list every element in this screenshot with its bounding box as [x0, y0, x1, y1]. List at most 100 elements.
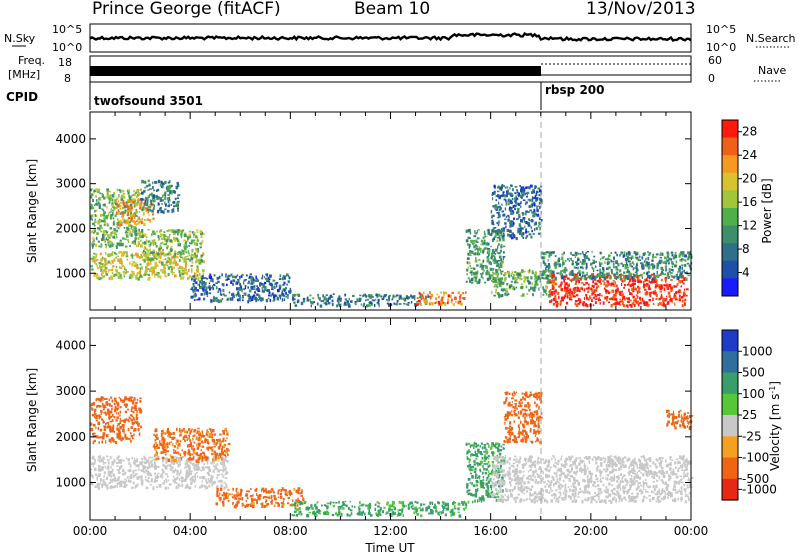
- range-cell: [136, 189, 140, 192]
- range-cell: [126, 219, 129, 222]
- range-cell: [598, 297, 600, 299]
- range-cell: [525, 231, 528, 234]
- range-cell: [191, 254, 194, 257]
- range-cell: [117, 227, 120, 230]
- range-cell: [577, 272, 580, 274]
- range-cell: [174, 192, 176, 194]
- range-cell: [630, 304, 633, 308]
- range-cell: [532, 289, 536, 292]
- range-cell: [219, 492, 221, 496]
- range-cell: [542, 252, 546, 256]
- range-cell: [496, 221, 498, 225]
- range-cell: [287, 293, 289, 297]
- range-cell: [129, 203, 133, 207]
- range-cell: [686, 262, 690, 265]
- range-cell: [594, 298, 598, 301]
- range-cell: [172, 470, 176, 474]
- range-cell: [668, 275, 671, 279]
- range-cell: [577, 266, 580, 270]
- range-cell: [682, 282, 685, 285]
- range-cell: [104, 239, 106, 243]
- range-cell: [186, 255, 189, 258]
- range-cell: [219, 443, 222, 447]
- range-cell: [117, 401, 119, 404]
- range-cell: [509, 207, 512, 210]
- range-cell: [511, 220, 514, 223]
- range-cell: [181, 266, 184, 270]
- range-cell: [157, 458, 160, 460]
- range-cell: [507, 198, 511, 201]
- range-cell: [531, 282, 533, 286]
- range-cell: [224, 473, 227, 476]
- range-cell: [151, 233, 153, 236]
- range-cell: [208, 275, 211, 279]
- range-cell: [643, 283, 645, 287]
- range-cell: [93, 224, 96, 227]
- range-cell: [160, 261, 164, 265]
- range-cell: [488, 249, 491, 253]
- range-cell: [666, 274, 669, 277]
- range-cell: [93, 252, 96, 255]
- range-cell: [530, 204, 532, 208]
- range-cell: [217, 480, 220, 483]
- range-cell: [134, 212, 137, 216]
- range-cell: [470, 273, 473, 276]
- range-cell: [337, 302, 340, 306]
- range-cell: [106, 408, 110, 412]
- range-cell: [100, 262, 102, 266]
- range-cell: [591, 277, 594, 280]
- range-cell: [173, 445, 176, 448]
- range-cell: [338, 297, 341, 301]
- range-cell: [599, 279, 602, 281]
- range-cell: [202, 476, 204, 480]
- range-cell: [504, 194, 507, 198]
- range-cell: [157, 202, 160, 206]
- range-cell: [111, 260, 114, 264]
- range-cell: [210, 461, 213, 465]
- range-cell: [667, 291, 671, 295]
- range-cell: [467, 277, 470, 280]
- range-cell: [179, 273, 182, 277]
- range-cell: [140, 221, 143, 225]
- range-cell: [375, 298, 377, 301]
- range-cell: [489, 233, 492, 236]
- range-cell: [195, 463, 197, 467]
- range-cell: [542, 293, 545, 296]
- range-cell: [369, 296, 372, 299]
- range-cell: [482, 277, 484, 280]
- range-cell: [438, 295, 440, 299]
- range-cell: [110, 479, 114, 483]
- range-cell: [584, 277, 588, 281]
- range-cell: [688, 256, 691, 259]
- range-cell: [565, 282, 568, 285]
- range-cell: [467, 236, 470, 240]
- range-cell: [133, 198, 136, 201]
- range-cell: [521, 219, 523, 223]
- cpid-label: CPID: [6, 90, 38, 104]
- range-cell: [159, 208, 162, 212]
- range-cell: [167, 430, 170, 434]
- range-cell: [587, 290, 590, 293]
- range-cell: [476, 241, 479, 243]
- range-cell: [127, 199, 130, 203]
- range-cell: [519, 274, 522, 278]
- range-cell: [93, 415, 95, 418]
- range-cell: [169, 454, 172, 457]
- range-cell: [109, 197, 111, 202]
- range-cell: [556, 303, 559, 305]
- range-cell: [640, 301, 642, 305]
- range-cell: [440, 300, 443, 304]
- range-cell: [269, 298, 272, 302]
- range-cell: [597, 285, 600, 288]
- range-cell: [152, 251, 155, 254]
- range-cell: [679, 275, 682, 278]
- range-cell: [498, 266, 500, 269]
- range-cell: [150, 270, 153, 273]
- range-cell: [96, 435, 99, 439]
- range-cell: [671, 300, 673, 304]
- range-cell: [146, 248, 148, 251]
- range-cell: [142, 212, 145, 216]
- range-cell: [174, 478, 177, 481]
- range-cell: [518, 223, 521, 227]
- range-cell: [137, 241, 140, 244]
